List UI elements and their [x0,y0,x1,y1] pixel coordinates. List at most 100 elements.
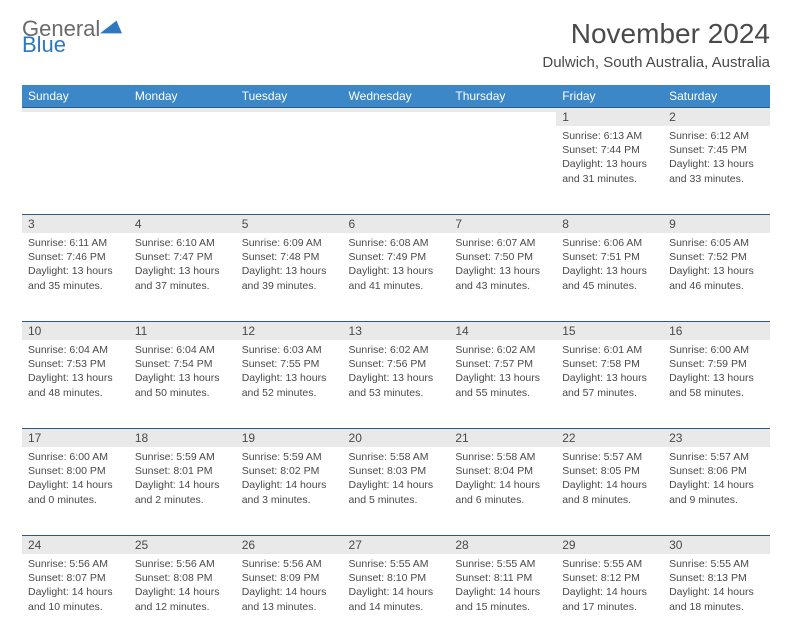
daynum-cell: 16 [663,321,770,340]
daylight-line: Daylight: 14 hours and 15 minutes. [455,585,550,613]
day-cell-body: Sunrise: 5:56 AMSunset: 8:07 PMDaylight:… [22,554,129,624]
sunset-line: Sunset: 7:49 PM [349,250,444,264]
day-number: 23 [663,428,770,447]
daynum-cell: 3 [22,214,129,233]
daynum-cell [236,107,343,126]
day-number: 26 [236,535,343,554]
daynum-cell: 10 [22,321,129,340]
day-number: 28 [449,535,556,554]
sunrise-line: Sunrise: 5:56 AM [28,557,123,571]
day-number: 2 [663,107,770,126]
sunset-line: Sunset: 7:47 PM [135,250,230,264]
weekday-header: Sunday [22,85,129,107]
day-cell: Sunrise: 5:56 AMSunset: 8:08 PMDaylight:… [129,554,236,642]
day-cell-body: Sunrise: 6:01 AMSunset: 7:58 PMDaylight:… [556,340,663,410]
daylight-line: Daylight: 14 hours and 9 minutes. [669,478,764,506]
daylight-line: Daylight: 14 hours and 12 minutes. [135,585,230,613]
weekday-header: Thursday [449,85,556,107]
daynum-cell: 24 [22,535,129,554]
day-cell-body: Sunrise: 6:08 AMSunset: 7:49 PMDaylight:… [343,233,450,303]
day-cell-body: Sunrise: 6:09 AMSunset: 7:48 PMDaylight:… [236,233,343,303]
day-cell-body: Sunrise: 6:00 AMSunset: 7:59 PMDaylight:… [663,340,770,410]
day-cell-body: Sunrise: 6:03 AMSunset: 7:55 PMDaylight:… [236,340,343,410]
day-cell: Sunrise: 6:02 AMSunset: 7:57 PMDaylight:… [449,340,556,428]
day-cell-body: Sunrise: 5:58 AMSunset: 8:04 PMDaylight:… [449,447,556,517]
content-row: Sunrise: 6:13 AMSunset: 7:44 PMDaylight:… [22,126,770,214]
day-cell-body: Sunrise: 6:13 AMSunset: 7:44 PMDaylight:… [556,126,663,196]
day-number: 17 [22,428,129,447]
sunrise-line: Sunrise: 5:58 AM [349,450,444,464]
sunrise-line: Sunrise: 5:59 AM [242,450,337,464]
sunrise-line: Sunrise: 6:05 AM [669,236,764,250]
daylight-line: Daylight: 13 hours and 33 minutes. [669,157,764,185]
daylight-line: Daylight: 14 hours and 3 minutes. [242,478,337,506]
day-cell: Sunrise: 6:06 AMSunset: 7:51 PMDaylight:… [556,233,663,321]
day-cell-body: Sunrise: 6:02 AMSunset: 7:56 PMDaylight:… [343,340,450,410]
daynum-cell: 2 [663,107,770,126]
day-cell: Sunrise: 5:59 AMSunset: 8:01 PMDaylight:… [129,447,236,535]
day-cell: Sunrise: 5:55 AMSunset: 8:11 PMDaylight:… [449,554,556,642]
sunset-line: Sunset: 8:03 PM [349,464,444,478]
sunset-line: Sunset: 7:51 PM [562,250,657,264]
day-cell: Sunrise: 6:00 AMSunset: 8:00 PMDaylight:… [22,447,129,535]
day-number [449,107,556,112]
day-cell: Sunrise: 5:56 AMSunset: 8:09 PMDaylight:… [236,554,343,642]
daylight-line: Daylight: 14 hours and 17 minutes. [562,585,657,613]
day-cell: Sunrise: 6:00 AMSunset: 7:59 PMDaylight:… [663,340,770,428]
daynum-cell: 5 [236,214,343,233]
daylight-line: Daylight: 14 hours and 0 minutes. [28,478,123,506]
daylight-line: Daylight: 13 hours and 39 minutes. [242,264,337,292]
day-number: 30 [663,535,770,554]
calendar-body: 12Sunrise: 6:13 AMSunset: 7:44 PMDayligh… [22,107,770,642]
sunrise-line: Sunrise: 6:07 AM [455,236,550,250]
day-cell-body: Sunrise: 5:55 AMSunset: 8:12 PMDaylight:… [556,554,663,624]
day-cell: Sunrise: 5:57 AMSunset: 8:05 PMDaylight:… [556,447,663,535]
day-number: 29 [556,535,663,554]
day-cell [343,126,450,214]
daylight-line: Daylight: 13 hours and 53 minutes. [349,371,444,399]
sunrise-line: Sunrise: 6:02 AM [349,343,444,357]
day-cell-body: Sunrise: 5:55 AMSunset: 8:10 PMDaylight:… [343,554,450,624]
daylight-line: Daylight: 13 hours and 41 minutes. [349,264,444,292]
weekday-header: Saturday [663,85,770,107]
sunset-line: Sunset: 8:09 PM [242,571,337,585]
day-cell: Sunrise: 5:55 AMSunset: 8:12 PMDaylight:… [556,554,663,642]
sunset-line: Sunset: 8:07 PM [28,571,123,585]
day-cell: Sunrise: 6:09 AMSunset: 7:48 PMDaylight:… [236,233,343,321]
day-cell-body: Sunrise: 6:07 AMSunset: 7:50 PMDaylight:… [449,233,556,303]
day-cell: Sunrise: 6:01 AMSunset: 7:58 PMDaylight:… [556,340,663,428]
day-number: 19 [236,428,343,447]
day-number [129,107,236,112]
sunset-line: Sunset: 8:12 PM [562,571,657,585]
day-cell-body: Sunrise: 6:10 AMSunset: 7:47 PMDaylight:… [129,233,236,303]
sunrise-line: Sunrise: 6:00 AM [669,343,764,357]
sunset-line: Sunset: 7:46 PM [28,250,123,264]
sunset-line: Sunset: 8:02 PM [242,464,337,478]
daylight-line: Daylight: 14 hours and 18 minutes. [669,585,764,613]
sunrise-line: Sunrise: 6:02 AM [455,343,550,357]
weekday-header: Friday [556,85,663,107]
day-cell: Sunrise: 5:59 AMSunset: 8:02 PMDaylight:… [236,447,343,535]
daynum-cell: 11 [129,321,236,340]
weekday-header-row: SundayMondayTuesdayWednesdayThursdayFrid… [22,85,770,107]
day-number: 21 [449,428,556,447]
daynum-cell: 28 [449,535,556,554]
sunrise-line: Sunrise: 6:03 AM [242,343,337,357]
day-cell-body: Sunrise: 5:55 AMSunset: 8:13 PMDaylight:… [663,554,770,624]
sunset-line: Sunset: 8:06 PM [669,464,764,478]
daylight-line: Daylight: 14 hours and 13 minutes. [242,585,337,613]
day-cell-body: Sunrise: 5:55 AMSunset: 8:11 PMDaylight:… [449,554,556,624]
daynum-cell: 25 [129,535,236,554]
day-cell: Sunrise: 6:08 AMSunset: 7:49 PMDaylight:… [343,233,450,321]
daylight-line: Daylight: 13 hours and 48 minutes. [28,371,123,399]
daynum-cell [343,107,450,126]
daynum-row: 3456789 [22,214,770,233]
content-row: Sunrise: 6:04 AMSunset: 7:53 PMDaylight:… [22,340,770,428]
daynum-cell: 12 [236,321,343,340]
title-block: November 2024 Dulwich, South Australia, … [542,18,770,71]
day-cell: Sunrise: 6:05 AMSunset: 7:52 PMDaylight:… [663,233,770,321]
day-number: 6 [343,214,450,233]
day-cell-body: Sunrise: 6:00 AMSunset: 8:00 PMDaylight:… [22,447,129,517]
daynum-row: 12 [22,107,770,126]
day-number: 14 [449,321,556,340]
